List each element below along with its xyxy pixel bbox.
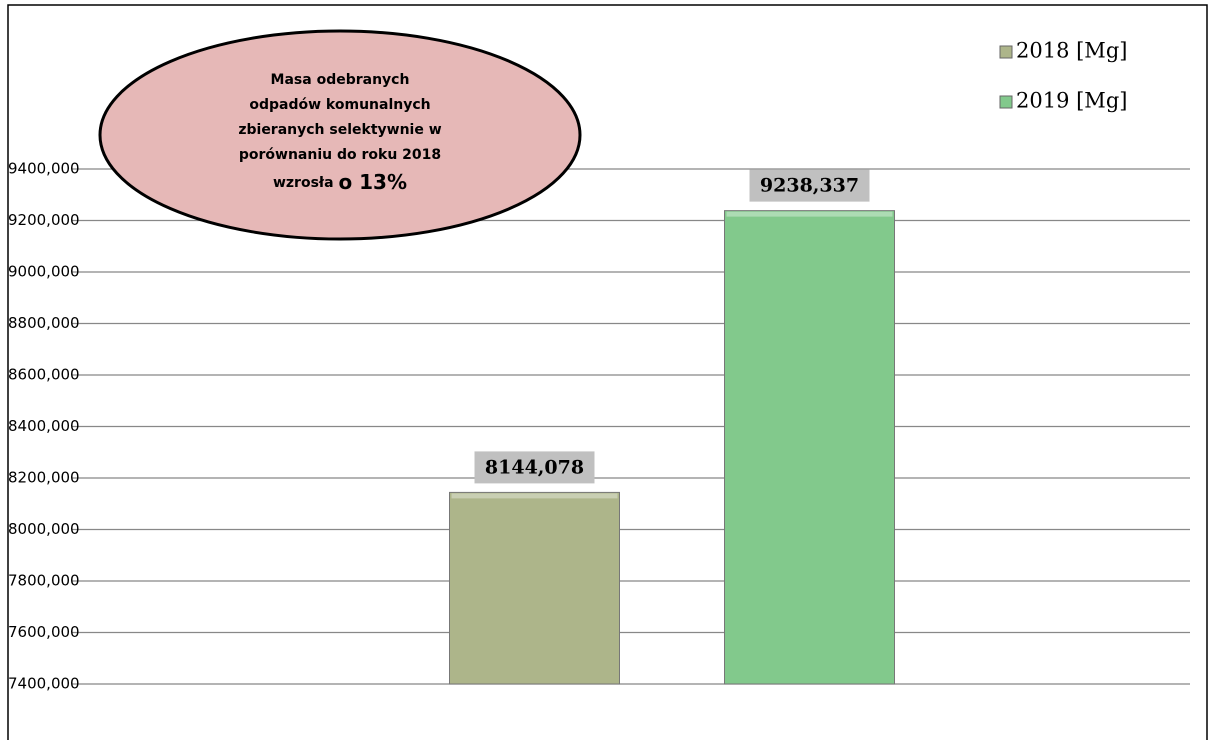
bar-highlight [726,211,893,217]
annotation-line: wzrosła o 13% [273,170,407,194]
annotation-line: odpadów komunalnych [249,97,430,113]
y-tick-label: 7400,000 [8,675,80,693]
bar-highlight [451,493,618,499]
bar [724,210,895,685]
legend-label: 2019 [Mg] [1016,89,1127,113]
annotation-bubble [98,29,582,241]
legend-label: 2018 [Mg] [1016,39,1127,63]
y-tick-label: 8000,000 [8,520,80,538]
value-label: 9238,337 [760,175,859,197]
y-tick-label: 9400,000 [8,160,80,178]
legend-swatch [999,45,1013,59]
legend-swatch [999,95,1013,109]
y-tick-label: 9000,000 [8,263,80,281]
annotation-line: zbieranych selektywnie w [238,122,441,138]
annotation-emphasis: o 13% [338,170,407,194]
y-tick-label: 9200,000 [8,211,80,229]
value-label-box [749,169,870,202]
value-label: 8144,078 [485,456,584,478]
annotation-line: Masa odebranych [271,72,410,88]
value-label-box [474,451,595,484]
y-tick-label: 8600,000 [8,366,80,384]
y-tick-label: 7800,000 [8,572,80,590]
annotation-text: wzrosła [273,175,334,191]
y-tick-label: 8800,000 [8,314,80,332]
bar [449,491,620,685]
annotation-line: porównaniu do roku 2018 [239,147,441,163]
y-tick-label: 7600,000 [8,623,80,641]
y-tick-label: 8400,000 [8,417,80,435]
y-tick-label: 8200,000 [8,469,80,487]
